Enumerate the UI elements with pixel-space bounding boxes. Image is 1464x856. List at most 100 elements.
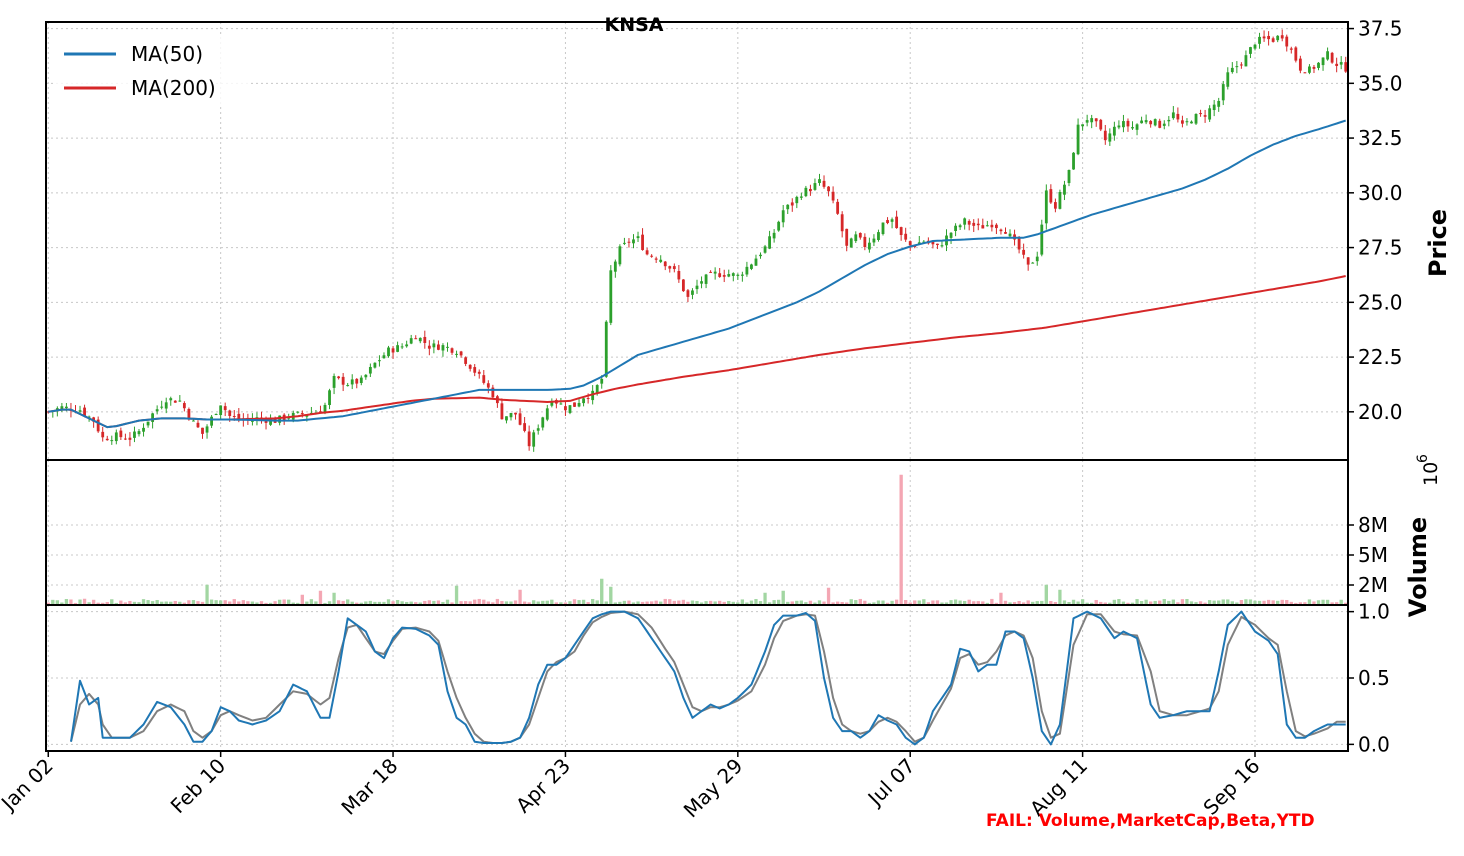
candle-body	[1004, 232, 1007, 234]
volume-bar	[609, 586, 613, 606]
candle-body	[173, 400, 177, 403]
volume-bar	[1058, 589, 1062, 606]
candle-body	[1276, 35, 1280, 41]
candle-body	[418, 337, 422, 342]
candle-body	[378, 360, 381, 362]
candle-body	[790, 202, 794, 206]
x-tick-label: May 29	[679, 754, 748, 823]
candle-body	[83, 407, 86, 416]
volume-grid	[46, 460, 1348, 605]
candle-body	[872, 238, 876, 243]
candle-body	[1312, 66, 1316, 69]
price-tick-label: 30.0	[1358, 181, 1403, 205]
candle-body	[46, 411, 50, 413]
candle-body	[541, 417, 545, 428]
candle-body	[505, 416, 508, 421]
x-tick-label: Feb 10	[166, 754, 231, 819]
candle-body	[205, 426, 209, 433]
candle-body	[1258, 36, 1261, 44]
legend-label-ma200: MA(200)	[131, 76, 216, 100]
candle-body	[387, 347, 390, 357]
candle-body	[1044, 190, 1048, 224]
candle-body	[146, 421, 150, 426]
candle-body	[1131, 127, 1134, 129]
candle-body	[482, 375, 486, 383]
candle-body	[809, 188, 812, 192]
candle-body	[727, 274, 731, 277]
candle-body	[877, 232, 880, 240]
candle-body	[1162, 123, 1166, 126]
price-grid	[46, 22, 1348, 460]
candle-body	[1194, 113, 1198, 124]
panel-frames	[45, 21, 1349, 752]
candle-body	[1085, 120, 1089, 123]
candle-body	[214, 413, 218, 415]
candle-body	[450, 348, 454, 353]
candle-body	[672, 266, 676, 270]
candle-body	[169, 398, 173, 401]
candle-body	[1149, 120, 1153, 125]
candle-body	[441, 345, 445, 351]
candle-body	[536, 428, 540, 431]
candle-body	[1244, 55, 1248, 67]
candle-body	[890, 219, 894, 222]
candle-body	[437, 344, 440, 350]
candle-body	[840, 214, 844, 232]
candle-body	[768, 236, 771, 249]
candle-body	[1321, 57, 1325, 66]
stochastic-k-line	[70, 610, 1346, 746]
candle-body	[332, 376, 336, 388]
candle-body	[1185, 121, 1189, 123]
y-tick-labels: 20.0 22.5 25.0 27.5 30.0 32.5 35.0 37.5 2M 5M 8M 0.…	[1348, 17, 1403, 756]
candle-body	[391, 348, 395, 353]
candle-body	[899, 227, 903, 236]
candle-body	[895, 216, 899, 229]
candle-body	[1280, 35, 1284, 39]
candle-body	[1122, 121, 1125, 128]
price-tick-label: 20.0	[1358, 400, 1403, 424]
volume-bar	[454, 585, 459, 606]
candle-body	[187, 409, 191, 419]
ma50-line	[48, 119, 1346, 429]
candle-body	[1158, 120, 1162, 128]
candle-body	[368, 366, 372, 374]
volume-bar	[826, 587, 831, 606]
candle-body	[300, 413, 304, 415]
candle-body	[613, 261, 617, 272]
candle-body	[1112, 126, 1116, 136]
candle-body	[514, 412, 517, 415]
candle-body	[1067, 169, 1071, 184]
volume-tick-label: 8M	[1358, 513, 1388, 537]
candle-body	[573, 402, 576, 407]
candle-body	[319, 411, 322, 413]
candle-body	[836, 201, 840, 214]
volume-tick-label: 2M	[1358, 573, 1388, 597]
candle-body	[1239, 64, 1243, 66]
volume-bar	[781, 590, 785, 606]
candle-body	[1267, 35, 1271, 40]
candle-body	[641, 234, 644, 250]
candle-body	[60, 406, 64, 411]
candle-body	[527, 431, 531, 447]
candle-body	[908, 241, 912, 246]
candle-body	[151, 413, 155, 422]
candle-body	[831, 191, 835, 201]
candle-body	[958, 225, 962, 228]
candle-body	[223, 406, 227, 411]
candle-body	[359, 377, 363, 384]
candle-body	[618, 246, 622, 265]
candle-body	[632, 239, 635, 244]
candle-body	[1076, 124, 1080, 155]
candle-body	[1181, 120, 1184, 124]
candle-body	[509, 413, 513, 418]
candle-body	[96, 419, 100, 432]
fail-status-text: FAIL: Volume,MarketCap,Beta,YTD	[986, 811, 1315, 831]
candle-body	[1317, 62, 1320, 68]
candle-body	[636, 236, 640, 239]
candle-body	[1072, 152, 1075, 170]
candle-body	[985, 225, 989, 227]
candle-body	[663, 261, 667, 267]
candle-body	[1308, 66, 1311, 73]
candle-body	[545, 408, 549, 420]
